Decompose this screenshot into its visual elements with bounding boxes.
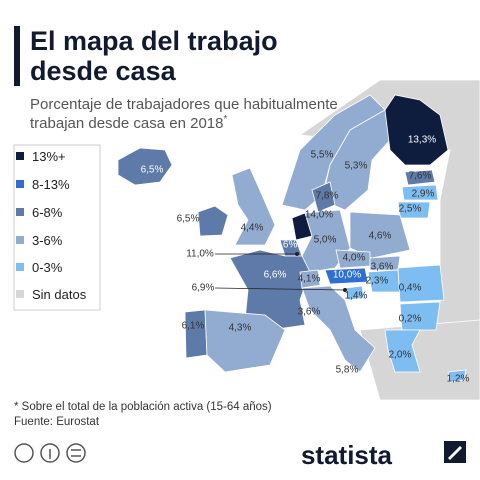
legend-swatch [16,290,24,298]
map-label: 10,0% [333,270,361,281]
map-label: 11,0% [186,249,214,260]
map-label: 4,4% [241,223,264,234]
lithuania [397,201,431,219]
map-label: 2,9% [412,189,435,200]
iceland [117,147,173,186]
region [359,319,480,401]
map-label: 6,6% [275,240,298,251]
map-label: 6,1% [182,321,205,332]
map-label: 4,1% [298,274,321,285]
subtitle: Porcentaje de trabajadores que habitualm… [30,96,338,113]
brand-icon-mark [448,446,462,460]
spain [204,309,286,373]
legend-box [13,144,101,311]
subtitle-text: trabajan desde casa en 2018 [30,115,223,132]
bulgaria [399,301,441,331]
map-label: 5,0% [314,235,337,246]
map-label: 0,2% [399,314,422,325]
uk [231,167,276,246]
map-label: 2,0% [389,350,412,361]
map-label: 5,5% [311,150,334,161]
leader-dot [343,288,347,292]
subtitle: trabajan desde casa en 2018* [30,114,227,132]
map-label: 2,3% [366,276,389,287]
map-label: 1,4% [345,291,368,302]
footnote: * Sobre el total de la población activa … [14,401,272,413]
brand-logo: statista [301,440,393,470]
map-label: 4,6% [369,231,392,242]
map-label: 1,2% [447,374,470,385]
greece [384,329,421,373]
map-label: 6,9% [192,283,215,294]
title: El mapa del trabajo [30,26,278,56]
map-label: 5,8% [336,365,359,376]
map-label: 5,3% [345,161,368,172]
legend-label: Sin datos [32,287,87,302]
subtitle-mark: * [223,114,227,125]
ireland [197,205,229,237]
map-label: 13,3% [408,135,436,146]
denmark [311,181,336,213]
switzerland [299,269,321,289]
map-label: 4,0% [343,253,366,264]
map-label: 7,6% [409,171,432,182]
legend-swatch [16,208,24,216]
legend-swatch [16,180,24,188]
legend-label: 3-6% [32,233,63,248]
title-bar [14,26,20,86]
map-label: 0,4% [399,283,422,294]
legend-label: 0-3% [32,260,63,275]
map-label: 2,5% [399,204,422,215]
slovenia [345,285,365,301]
map [117,79,480,401]
legend-label: 6-8% [32,205,63,220]
map-label: 3,6% [371,262,394,273]
license-icons [14,443,86,463]
map-label: 4,3% [229,323,252,334]
estonia [404,169,436,186]
source: Fuente: Eurostat [14,416,100,428]
map-label: 14,0% [305,210,333,221]
map-label: 7,8% [316,191,339,202]
legend-swatch [16,236,24,244]
map-labels: 13,3% 5,5% 5,3% 7,6% 2,9% 2,5% 6,5% 7,8%… [141,135,470,385]
portugal [184,309,208,359]
austria [324,267,369,285]
legend-swatch [16,152,24,160]
romania [397,264,445,303]
title: desde casa [30,56,177,86]
finland [384,94,449,166]
poland [349,211,411,259]
map-label: 6,6% [264,270,287,281]
legend: 13%+ 8-13% 6-8% 3-6% 0-3% Sin datos [13,144,101,311]
map-label: 6,5% [141,165,164,176]
latvia [401,184,439,201]
leader-line [214,287,346,291]
legend-label: 13%+ [32,149,66,164]
italy [301,285,376,373]
map-label: 3,6% [298,307,321,318]
map-label: 6,5% [177,214,200,225]
cyprus [447,369,467,383]
leader-dot [295,252,299,256]
legend-swatch [16,263,24,271]
legend-label: 8-13% [32,177,70,192]
